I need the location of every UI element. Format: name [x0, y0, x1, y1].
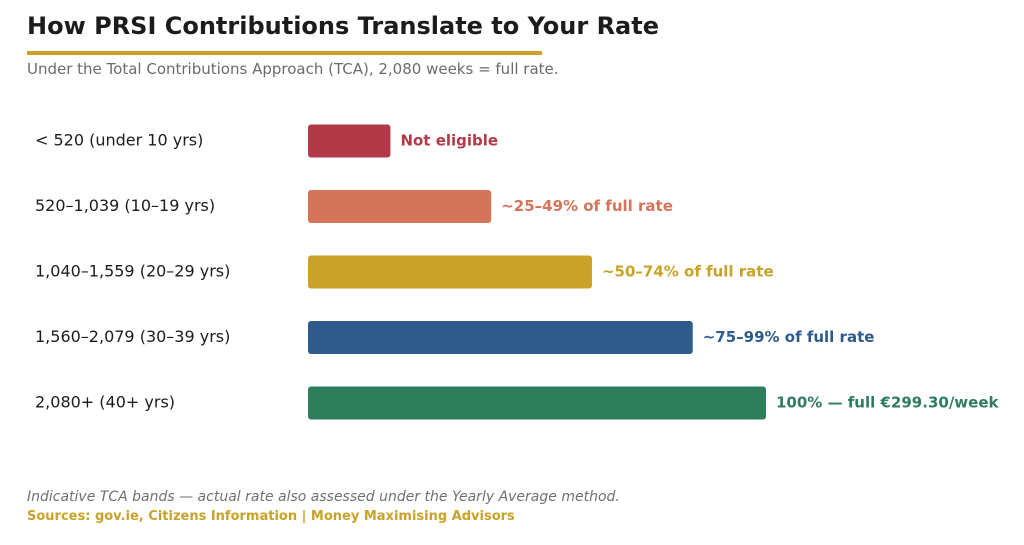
category-label: 1,560–2,079 (30–39 yrs) [35, 327, 230, 346]
sources-line: Sources: gov.ie, Citizens Information | … [27, 509, 515, 524]
bar-value-label: ~25–49% of full rate [501, 197, 673, 215]
bar [308, 255, 592, 289]
chart-title: How PRSI Contributions Translate to Your… [27, 12, 659, 40]
category-label: 2,080+ (40+ yrs) [35, 393, 175, 412]
category-label: 1,040–1,559 (20–29 yrs) [35, 262, 230, 281]
bar-value-label: Not eligible [400, 132, 498, 150]
bar-value-label: ~75–99% of full rate [703, 328, 875, 346]
bar-value-label: 100% — full €299.30/week [776, 394, 999, 412]
footnote: Indicative TCA bands — actual rate also … [27, 489, 620, 505]
title-underline [27, 51, 542, 55]
category-label: 520–1,039 (10–19 yrs) [35, 196, 215, 215]
bar [308, 124, 391, 158]
bar [308, 321, 693, 354]
bar-value-label: ~50–74% of full rate [602, 263, 774, 281]
chart-subtitle: Under the Total Contributions Approach (… [27, 60, 559, 78]
category-label: < 520 (under 10 yrs) [35, 131, 203, 150]
bar [308, 190, 492, 223]
bar [308, 386, 766, 420]
